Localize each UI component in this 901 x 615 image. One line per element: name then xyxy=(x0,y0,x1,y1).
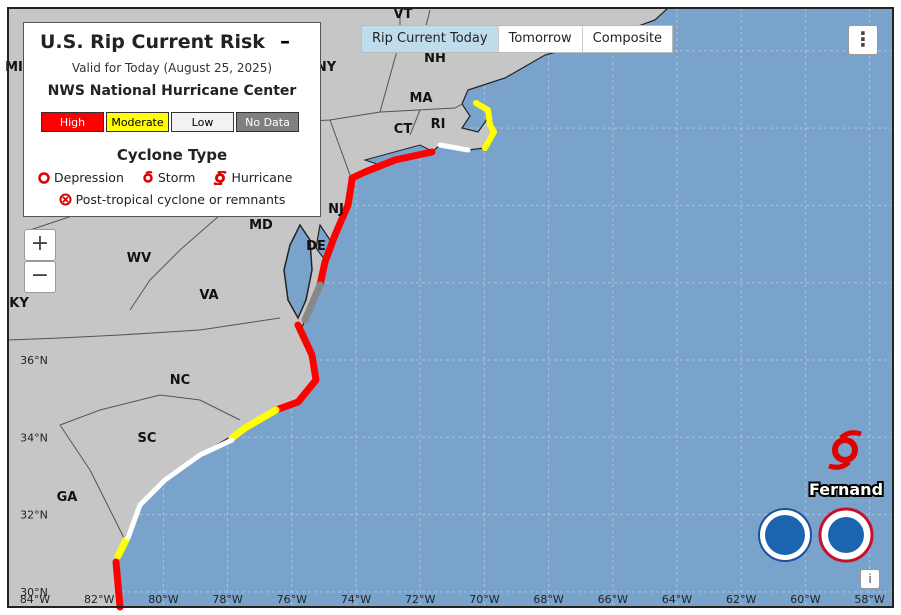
chesapeake xyxy=(283,223,313,320)
latitude-label: 32°N xyxy=(20,509,48,522)
longitude-label: 70°W xyxy=(469,593,499,606)
tab[interactable]: Rip Current Today xyxy=(362,26,498,52)
latitude-label: 34°N xyxy=(20,431,48,444)
longitude-label: 78°W xyxy=(212,593,242,606)
nws-logo-inner xyxy=(828,517,864,553)
state-label: NJ xyxy=(328,202,344,217)
risk-level: High xyxy=(41,112,104,132)
post-tropical-label: Post-tropical cyclone or remnants xyxy=(75,192,286,207)
state-label: NC xyxy=(170,373,190,388)
state-label: MD xyxy=(249,218,273,233)
state-label: VA xyxy=(199,288,218,303)
state-label: VT xyxy=(394,7,413,22)
longitude-label: 58°W xyxy=(854,593,884,606)
state-label: RI xyxy=(431,117,446,132)
cyclone-heading: Cyclone Type xyxy=(116,146,228,164)
state-label: CT xyxy=(394,122,413,137)
longitude-label: 68°W xyxy=(533,593,563,606)
cyclone-item: Hurricane xyxy=(213,170,292,185)
cyclone-item: Depression xyxy=(38,170,124,185)
longitude-label: 74°W xyxy=(341,593,371,606)
rip-risk-coast xyxy=(112,100,497,611)
tab[interactable]: Composite xyxy=(581,26,672,52)
valid-date: Valid for Today (August 25, 2025) xyxy=(71,61,273,75)
zoom-in[interactable]: + xyxy=(24,229,56,261)
hurricane-icon xyxy=(828,430,862,470)
map-frame xyxy=(7,7,894,608)
longitude-label: 72°W xyxy=(405,593,435,606)
cyclone-label: Hurricane xyxy=(231,170,293,185)
state-label: GA xyxy=(57,490,78,505)
tab[interactable]: Tomorrow xyxy=(497,26,582,52)
noaa-logo-inner xyxy=(765,515,805,555)
minimize-button[interactable]: – xyxy=(280,29,290,53)
longitude-label: 76°W xyxy=(277,593,307,606)
state-label: NY xyxy=(316,60,337,75)
longitude-label: 66°W xyxy=(598,593,628,606)
zoom-out[interactable]: − xyxy=(24,261,56,293)
state-label: NH xyxy=(424,51,446,66)
cyclone-label: Storm xyxy=(157,170,196,185)
cyclone-item: Storm xyxy=(142,170,196,185)
latitude-label: 30°N xyxy=(20,586,48,599)
state-label: SC xyxy=(138,431,157,446)
state-label: DE xyxy=(306,239,326,254)
legend: U.S. Rip Current Risk – Valid for Today … xyxy=(23,22,321,217)
longitude-label: 62°W xyxy=(726,593,756,606)
storm-name: Fernand xyxy=(809,480,883,499)
longitude-label: 60°W xyxy=(790,593,820,606)
post-tropical: Post-tropical cyclone or remnants xyxy=(24,192,320,207)
labels: 84°W 82°W 80°W 78°W 76°W 74°W 72°W 70°W 68°W 66°W… xyxy=(5,7,885,606)
risk-level: No Data xyxy=(236,112,299,132)
longitude-label: 80°W xyxy=(148,593,178,606)
risk-scale: High Moderate Low No Data xyxy=(41,112,301,132)
state-label: MA xyxy=(410,91,433,106)
state-label: MI xyxy=(5,60,23,75)
latitude-label: 36°N xyxy=(20,354,48,367)
longitude-label: 82°W xyxy=(84,593,114,606)
info-button[interactable]: i xyxy=(860,569,880,589)
legend-source: NWS National Hurricane Center xyxy=(47,83,297,99)
menu-button[interactable]: ⋮ xyxy=(848,25,878,55)
cyclone-types: Depression Storm Hurricane xyxy=(38,170,292,185)
legend-title: U.S. Rip Current Risk xyxy=(40,31,265,53)
longitude-label: 64°W xyxy=(662,593,692,606)
state-label: WV xyxy=(127,251,151,266)
cyclone-label: Depression xyxy=(54,170,124,185)
state-label: KY xyxy=(9,296,29,311)
risk-level: Low xyxy=(171,112,234,132)
risk-level: Moderate xyxy=(106,112,169,132)
tab-bar: Rip Current Today Tomorrow Composite xyxy=(361,25,674,53)
longitude-label: 84°W xyxy=(20,593,50,606)
